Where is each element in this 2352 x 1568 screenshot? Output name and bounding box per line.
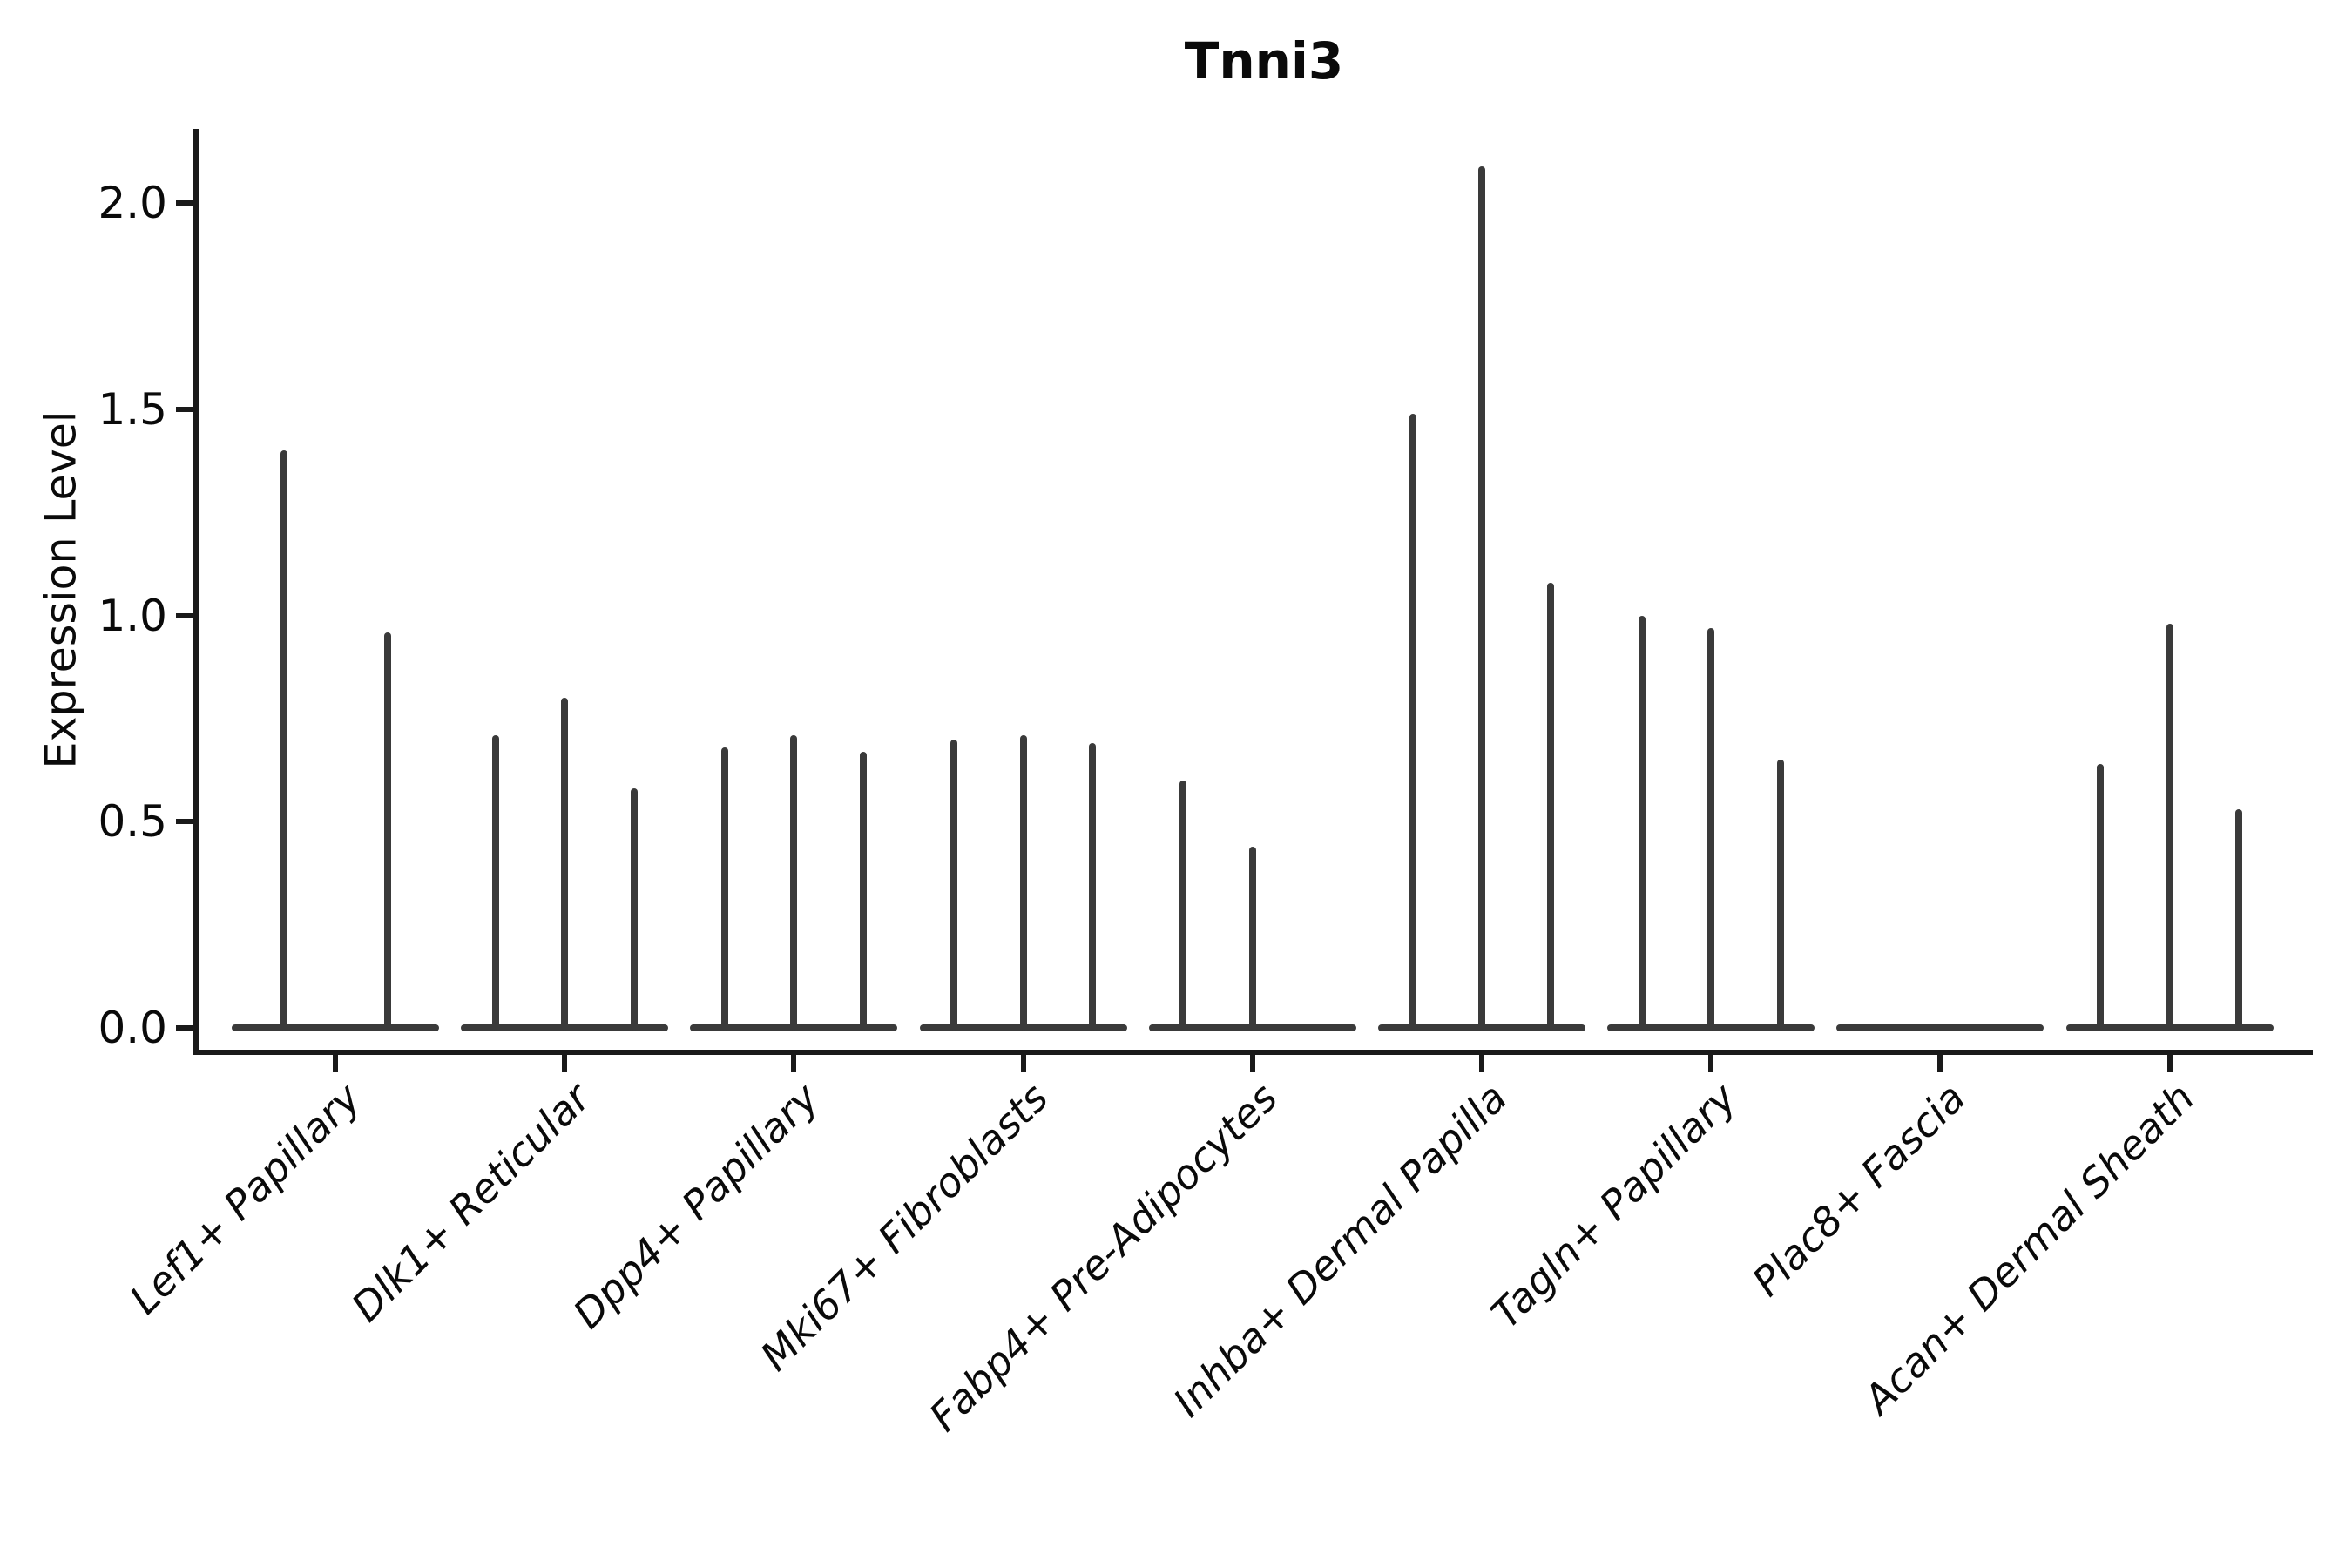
x-axis-spine [193,1050,2313,1055]
violin-spike [1248,846,1256,1031]
violin-spike [721,747,729,1031]
x-tick [1937,1055,1943,1072]
violin-spike [950,739,958,1031]
violin-spike [280,450,287,1031]
x-tick [333,1055,338,1072]
x-tick-label: Lef1+ Papillary [120,1073,370,1323]
chart-title: Tnni3 [1184,31,1344,91]
x-tick-label: Plac8+ Fascia [1743,1073,1975,1306]
violin-spike [561,698,569,1031]
violin-spike [790,734,798,1031]
y-tick [176,200,193,206]
violin-spike [859,751,867,1031]
x-tick-label: Dlk1+ Reticular [341,1073,599,1331]
violin-baseline [232,1024,439,1031]
violin-spike [491,734,499,1031]
violin-spike [1088,743,1096,1031]
y-tick-label: 1.5 [98,383,167,435]
x-tick [1479,1055,1484,1072]
y-tick-label: 1.0 [98,590,167,641]
x-tick [791,1055,797,1072]
violin-spike [1547,582,1555,1031]
violin-spike [1776,760,1784,1031]
violin-spike [1179,780,1187,1031]
y-tick [176,406,193,412]
violin-spike [1707,627,1715,1031]
y-tick-label: 0.0 [98,1003,167,1053]
violin-spike [383,632,391,1031]
x-tick-label: Dpp4+ Papillary [564,1073,828,1338]
violin-spike [1478,166,1485,1031]
x-tick [2166,1055,2173,1072]
violin-spike [2166,624,2173,1031]
violin-spike [630,788,638,1031]
violin-spike [1409,413,1416,1031]
violin-baseline [1836,1024,2044,1031]
y-axis-spine [193,129,199,1055]
x-tick [1249,1055,1255,1072]
x-tick [1020,1055,1026,1072]
violin-spike [1638,615,1646,1031]
y-axis-label: Expression Level [36,410,86,769]
x-tick [1708,1055,1714,1072]
y-tick [176,1025,193,1031]
y-tick-label: 0.5 [98,796,167,848]
violin-spike [2234,809,2242,1031]
y-tick [176,819,193,825]
x-tick-label: Tagln+ Papillary [1481,1073,1746,1338]
violin-spike [2097,764,2105,1031]
x-tick [562,1055,568,1072]
y-tick-label: 2.0 [98,178,167,229]
y-tick [176,612,193,618]
violin-spike [1019,734,1027,1031]
